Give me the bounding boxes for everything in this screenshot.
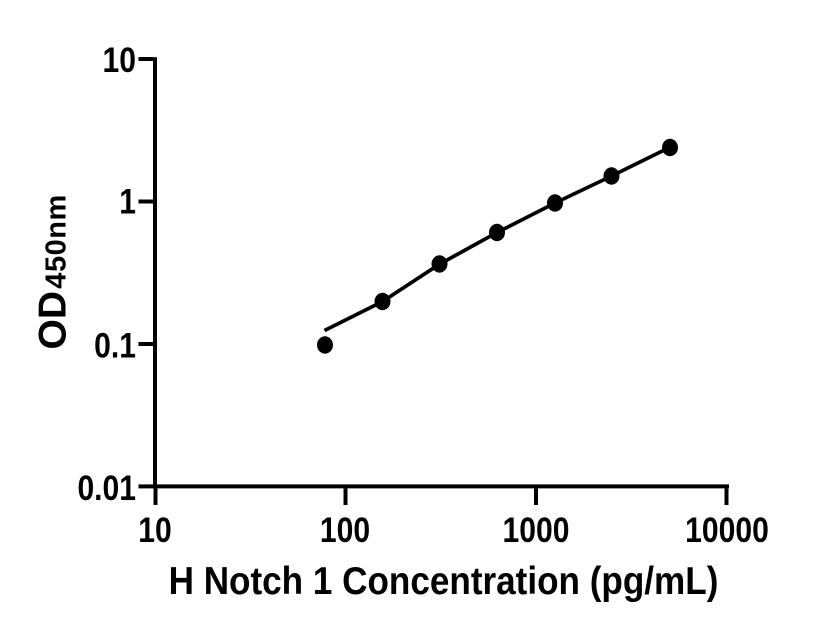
svg-text:H Notch 1 Concentration (pg/mL: H Notch 1 Concentration (pg/mL)	[169, 558, 719, 602]
svg-text:1000: 1000	[503, 510, 570, 550]
svg-text:0.01: 0.01	[77, 468, 136, 508]
svg-text:10000: 10000	[685, 510, 769, 550]
svg-text:1: 1	[119, 181, 136, 221]
svg-text:10: 10	[138, 510, 171, 550]
svg-text:0.1: 0.1	[94, 325, 136, 365]
svg-text:10: 10	[103, 40, 136, 80]
svg-text:100: 100	[320, 510, 370, 550]
